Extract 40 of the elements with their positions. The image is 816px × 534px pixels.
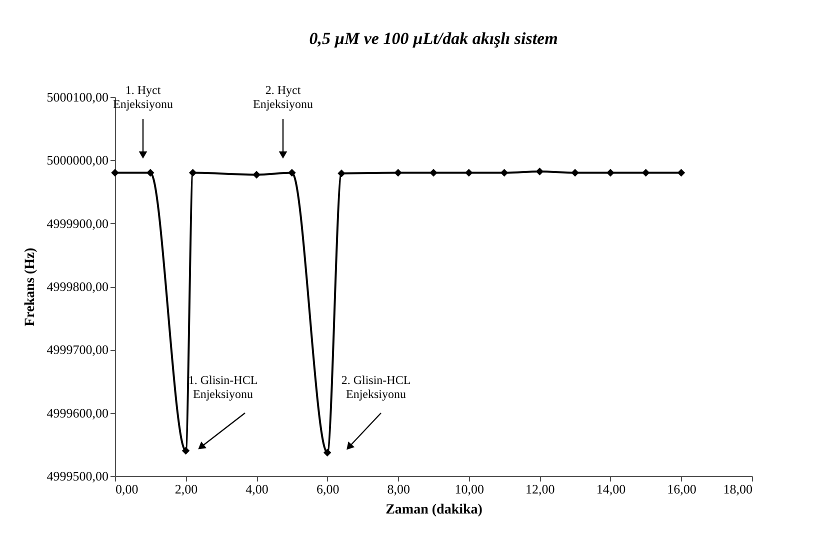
point [182,446,190,455]
y-tick-label: 5000000,00 [46,152,108,168]
x-tick-label: 12,00 [526,482,555,496]
point [606,168,614,177]
point [111,168,119,177]
annotation: 2. Hyct Enjeksiyonu [253,83,313,111]
x-tick-label: 0,00 [116,482,138,496]
x-tick-label: 16,00 [667,482,696,496]
y-tick-label: 4999700,00 [46,342,108,358]
point [323,448,332,456]
annotation: 2. Glisin-HCL Enjeksiyonu [341,373,411,401]
point [677,168,686,177]
x-tick-label: 18,00 [723,482,752,496]
point [288,168,296,177]
x-tick-label: 6,00 [316,482,340,496]
y-tick-label: 4999500,00 [46,468,108,484]
point [571,168,579,177]
point [500,168,508,177]
chart-title: 0,5 µM ve 100 µLt/dak akışlı sistem [309,29,558,48]
y-tick-label: 4999900,00 [46,216,108,231]
point [188,168,197,177]
point [430,168,438,177]
point [642,168,650,177]
point [338,170,346,178]
y-tick-label: 4999600,00 [46,405,108,420]
point [252,170,260,179]
y-axis-title: Frekans (Hz) [22,247,38,326]
x-axis-title: Zaman (dakika) [386,502,483,518]
x-tick-label: 8,00 [387,482,410,496]
x-tick-label: 14,00 [596,482,626,496]
point [465,168,473,177]
point [536,168,544,176]
x-tick-label: 10,00 [454,482,484,496]
point [394,168,402,177]
y-tick-label: 5000100,00 [46,90,108,104]
y-tick-label: 4999800,00 [46,279,108,294]
x-tick-label: 4,00 [246,482,268,496]
x-tick-label: 2,00 [174,482,198,496]
point [146,168,154,177]
annotation: 1. Glisin-HCL Enjeksiyonu [188,373,258,401]
